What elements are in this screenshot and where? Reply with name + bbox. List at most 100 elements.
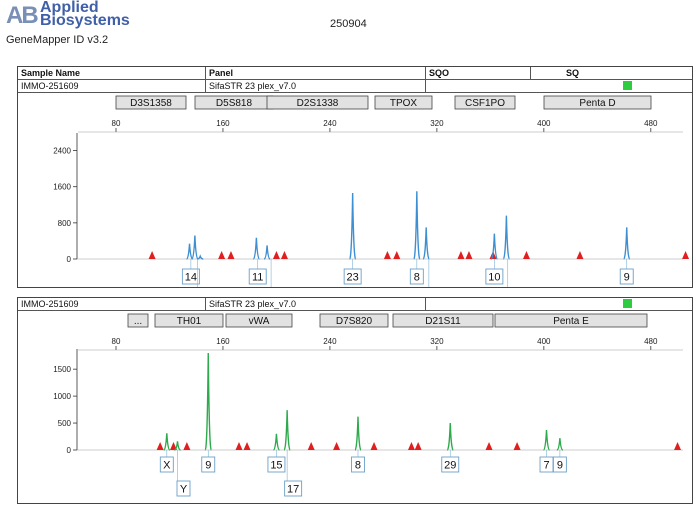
allele-call-text: 15 [270, 460, 282, 472]
locus-bin-d21s11: D21S11 [392, 313, 494, 328]
size-standard-peak [333, 442, 341, 450]
y-tick-label: 500 [58, 419, 72, 428]
allele-call-box [267, 456, 286, 473]
locus-bin-th01: TH01 [154, 313, 224, 328]
y-tick-label: 0 [67, 446, 72, 455]
locus-label: D7S820 [336, 316, 373, 327]
allele-call-box [343, 268, 362, 285]
locus-bin-: ... [127, 313, 149, 328]
x-tick-label: 160 [216, 337, 230, 346]
allele-call-box [485, 268, 504, 285]
allele-call-text: 9 [624, 272, 630, 284]
allele-call-label: 13 [270, 259, 272, 287]
allele-peak [263, 245, 271, 260]
allele-call-text: 29 [444, 460, 456, 472]
allele-call-label: 29 [441, 450, 460, 473]
size-standard-peak [457, 251, 465, 259]
allele-call-label: 12 [507, 259, 509, 287]
panel-name-value: SifaSTR 23 plex_v7.0 [209, 81, 297, 91]
sample-info-row: IMMO-251609 SifaSTR 23 plex_v7.0 [18, 80, 692, 93]
allele-peak [502, 215, 511, 260]
allele-call-text: 9 [557, 460, 563, 472]
allele-call-label: 11 [248, 259, 267, 285]
allele-call-box [176, 480, 191, 497]
locus-label: Penta E [553, 316, 589, 327]
locus-label: D5S818 [216, 98, 253, 109]
allele-call-text: 14 [185, 272, 197, 284]
size-standard-peak [682, 251, 690, 259]
size-standard-peak [156, 442, 164, 450]
size-standard-peak [183, 442, 191, 450]
locus-bin-box [543, 95, 652, 110]
size-standard-peak [218, 251, 226, 259]
x-tick-label: 80 [112, 119, 121, 128]
allele-call-text: 17 [287, 484, 299, 496]
x-tick-label: 400 [537, 119, 551, 128]
locus-bin-d7s820: D7S820 [319, 313, 389, 328]
brand-line-1: Applied [40, 0, 99, 16]
allele-call-box [248, 268, 267, 285]
allele-call-box [619, 268, 634, 285]
size-standard-peak [485, 442, 493, 450]
allele-peak [283, 410, 291, 451]
locus-label: D3S1358 [130, 98, 172, 109]
locus-bin-box [374, 95, 433, 110]
size-standard-peak [243, 442, 251, 450]
allele-call-label: Y [176, 450, 191, 497]
allele-call-box [201, 456, 216, 473]
allele-call-text: 11 [252, 272, 263, 284]
allele-peak [556, 438, 564, 451]
sq-status-indicator [623, 81, 632, 90]
size-standard-peak [465, 251, 473, 259]
allele-peak [413, 191, 421, 260]
x-tick-label: 320 [430, 337, 444, 346]
locus-label: D21S11 [425, 316, 461, 327]
x-tick-label: 480 [644, 119, 658, 128]
locus-bin-d2s1338: D2S1338 [266, 95, 369, 110]
allele-call-text: 8 [355, 460, 361, 472]
allele-call-box [351, 456, 365, 473]
allele-call-text: 23 [347, 272, 359, 284]
locus-bin-tpox: TPOX [374, 95, 433, 110]
size-standard-peak [169, 442, 177, 450]
y-tick-label: 800 [58, 219, 72, 228]
size-standard-peak [414, 442, 422, 450]
allele-call-label: 9 [552, 450, 567, 473]
allele-call-label: 9 [619, 259, 634, 285]
allele-call-text: X [163, 460, 171, 472]
locus-bin-box [266, 95, 369, 110]
locus-bin-box [454, 95, 516, 110]
locus-bin-pentae: Penta E [494, 313, 648, 328]
y-tick-label: 1000 [53, 392, 71, 401]
locus-bin-vwa: vWA [225, 313, 293, 328]
allele-peak [446, 423, 454, 451]
allele-call-box [409, 268, 424, 285]
allele-peak [163, 433, 171, 451]
locus-label: Penta D [579, 98, 615, 109]
locus-bin-d3s1358: D3S1358 [115, 95, 187, 110]
locus-bin-box [127, 313, 149, 328]
locus-bin-box [154, 313, 224, 328]
size-standard-peak [235, 442, 243, 450]
x-tick-label: 240 [323, 119, 337, 128]
size-standard-peak [370, 442, 378, 450]
logo-mark: AB [6, 2, 39, 29]
locus-bin-box [319, 313, 389, 328]
size-standard-peak [272, 251, 280, 259]
allele-call-label: 17 [284, 450, 303, 497]
sample-name-value: IMMO-251609 [21, 81, 79, 91]
sample-name-value: IMMO-251609 [21, 299, 79, 309]
y-tick-label: 1500 [53, 365, 71, 374]
allele-call-box [181, 268, 200, 285]
allele-call-box [284, 480, 303, 497]
allele-call-label: 10 [428, 259, 430, 287]
x-tick-label: 320 [430, 119, 444, 128]
panel-column-header: Panel [209, 68, 234, 78]
size-standard-peak [407, 442, 415, 450]
locus-label: D2S1338 [297, 98, 339, 109]
size-standard-peak [383, 251, 391, 259]
locus-bin-box [115, 95, 187, 110]
allele-peak [422, 227, 430, 260]
size-standard-peak [227, 251, 235, 259]
x-tick-label: 80 [112, 337, 121, 346]
